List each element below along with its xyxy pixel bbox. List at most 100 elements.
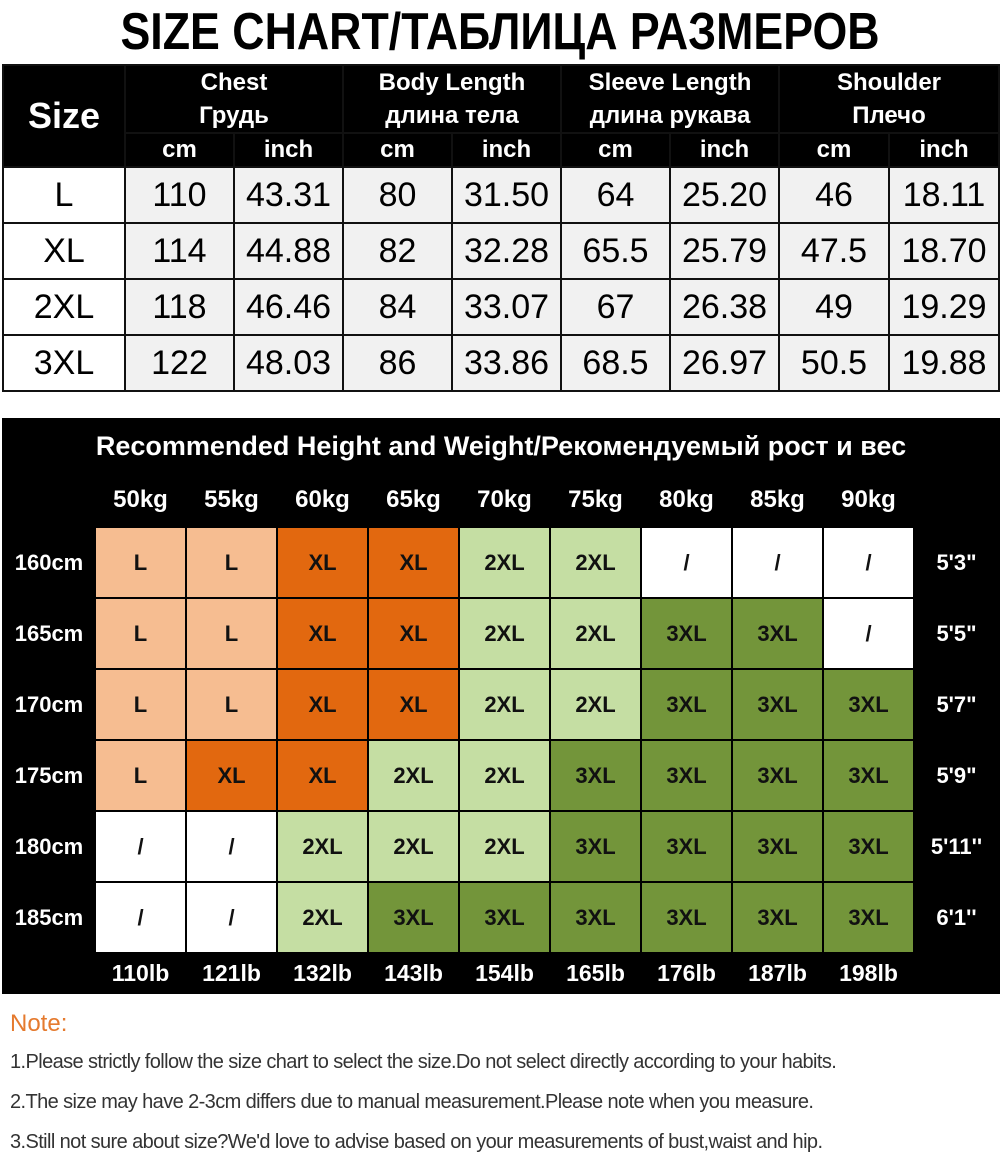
measurement-value: 86	[342, 334, 453, 392]
measurement-value: 114	[124, 222, 235, 280]
measurement-value: 18.11	[887, 166, 1000, 224]
note-line-2: 2.The size may have 2-3cm differs due to…	[10, 1091, 814, 1113]
recommended-size-cell: 3XL	[822, 810, 915, 883]
sleeve-length-header: Sleeve Length длина рукава	[560, 64, 780, 134]
recommended-size-cell: XL	[185, 739, 278, 812]
measurement-value: 46	[778, 166, 890, 224]
weight-lb-header: 198lb	[822, 952, 915, 994]
recommended-size-cell: /	[94, 881, 187, 954]
measurement-value: 25.79	[669, 222, 780, 280]
recommended-size-cell: 3XL	[549, 810, 642, 883]
measurement-value: 122	[124, 334, 235, 392]
corner-blank	[2, 472, 96, 528]
measurement-value: 33.07	[451, 278, 562, 336]
measurement-value: 65.5	[560, 222, 671, 280]
recommended-size-cell: /	[731, 526, 824, 599]
size-header: Size	[2, 64, 126, 168]
page-title: SIZE CHART/ТАБЛИЦА РАЗМЕРОВ	[120, 3, 880, 61]
measurement-value: 50.5	[778, 334, 890, 392]
weight-lb-header: 121lb	[185, 952, 278, 994]
height-row: 170cm L L XL XL 2XL 2XL 3XL 3XL 3XL 5'7"	[2, 668, 1000, 741]
recommended-size-cell: XL	[276, 526, 369, 599]
measurement-value: 26.97	[669, 334, 780, 392]
note-line-1: 1.Please strictly follow the size chart …	[10, 1051, 837, 1073]
measurement-value: 67	[560, 278, 671, 336]
recommended-height-weight-table: Recommended Height and Weight/Рекомендуе…	[1, 418, 1000, 994]
recommended-size-cell: XL	[367, 597, 460, 670]
height-ft-label: 5'7"	[912, 668, 1000, 741]
recommended-size-cell: 3XL	[640, 597, 733, 670]
height-cm-label: 160cm	[2, 526, 96, 599]
recommended-size-cell: 2XL	[367, 739, 460, 812]
unit-cm: cm	[560, 132, 671, 168]
recommended-size-cell: 3XL	[731, 597, 824, 670]
height-cm-label: 175cm	[2, 739, 96, 812]
height-cm-label: 170cm	[2, 668, 96, 741]
measurement-value: 80	[342, 166, 453, 224]
size-row: L 110 43.31 80 31.50 64 25.20 46 18.11	[2, 166, 1000, 224]
recommended-size-cell: 2XL	[458, 526, 551, 599]
unit-inch: inch	[887, 132, 1000, 168]
unit-cm: cm	[124, 132, 235, 168]
recommended-size-cell: 3XL	[549, 881, 642, 954]
weight-lb-header: 132lb	[276, 952, 369, 994]
measurement-value: 32.28	[451, 222, 562, 280]
weight-kg-header: 85kg	[731, 472, 824, 528]
recommended-size-cell: 3XL	[640, 739, 733, 812]
measurement-value: 33.86	[451, 334, 562, 392]
size-label: 3XL	[2, 334, 126, 392]
measurement-value: 48.03	[233, 334, 344, 392]
recommended-size-cell: L	[185, 597, 278, 670]
weight-lb-header: 165lb	[549, 952, 642, 994]
note-title: Note:	[10, 1010, 68, 1037]
recommended-size-cell: 3XL	[731, 739, 824, 812]
recommended-size-cell: 3XL	[822, 739, 915, 812]
height-ft-label: 5'11''	[912, 810, 1000, 883]
size-row: 3XL 122 48.03 86 33.86 68.5 26.97 50.5 19.88	[2, 334, 1000, 392]
recommended-size-cell: /	[640, 526, 733, 599]
recommended-size-cell: 3XL	[822, 881, 915, 954]
recommended-size-cell: 3XL	[731, 881, 824, 954]
weight-kg-header: 50kg	[94, 472, 187, 528]
measurement-value: 44.88	[233, 222, 344, 280]
recommendation-banner: Recommended Height and Weight/Рекомендуе…	[1, 418, 1000, 474]
size-label: XL	[2, 222, 126, 280]
height-cm-label: 180cm	[2, 810, 96, 883]
unit-inch: inch	[669, 132, 780, 168]
note-line-3: 3.Still not sure about size?We'd love to…	[10, 1131, 823, 1153]
recommended-size-cell: 3XL	[549, 739, 642, 812]
measurement-value: 110	[124, 166, 235, 224]
recommended-size-cell: XL	[276, 739, 369, 812]
weight-lb-header: 154lb	[458, 952, 551, 994]
height-row: 175cm L XL XL 2XL 2XL 3XL 3XL 3XL 3XL 5'9"	[2, 739, 1000, 812]
recommended-size-cell: 2XL	[458, 597, 551, 670]
measurement-value: 25.20	[669, 166, 780, 224]
measurement-value: 68.5	[560, 334, 671, 392]
height-ft-label: 5'9"	[912, 739, 1000, 812]
recommended-size-cell: XL	[276, 668, 369, 741]
unit-cm: cm	[342, 132, 453, 168]
weight-kg-header: 75kg	[549, 472, 642, 528]
weight-kg-header: 80kg	[640, 472, 733, 528]
size-chart-table: Size Chest Грудь Body Length длина тела Sl…	[2, 64, 1000, 392]
recommended-size-cell: 3XL	[367, 881, 460, 954]
height-cm-label: 165cm	[2, 597, 96, 670]
recommended-size-cell: 2XL	[458, 739, 551, 812]
recommended-size-cell: XL	[367, 668, 460, 741]
weight-kg-header: 55kg	[185, 472, 278, 528]
weight-kg-header: 90kg	[822, 472, 915, 528]
recommended-size-cell: 2XL	[276, 810, 369, 883]
weight-lb-header: 187lb	[731, 952, 824, 994]
weight-kg-header: 65kg	[367, 472, 460, 528]
measurement-value: 82	[342, 222, 453, 280]
measurement-value: 31.50	[451, 166, 562, 224]
recommended-size-cell: 3XL	[640, 810, 733, 883]
recommended-size-cell: 2XL	[549, 526, 642, 599]
recommended-size-cell: XL	[276, 597, 369, 670]
measurement-value: 118	[124, 278, 235, 336]
recommended-size-cell: 2XL	[458, 810, 551, 883]
weight-lb-header: 110lb	[94, 952, 187, 994]
recommended-size-cell: 3XL	[458, 881, 551, 954]
recommended-size-cell: XL	[367, 526, 460, 599]
shoulder-header: Shoulder Плечо	[777, 64, 1000, 134]
